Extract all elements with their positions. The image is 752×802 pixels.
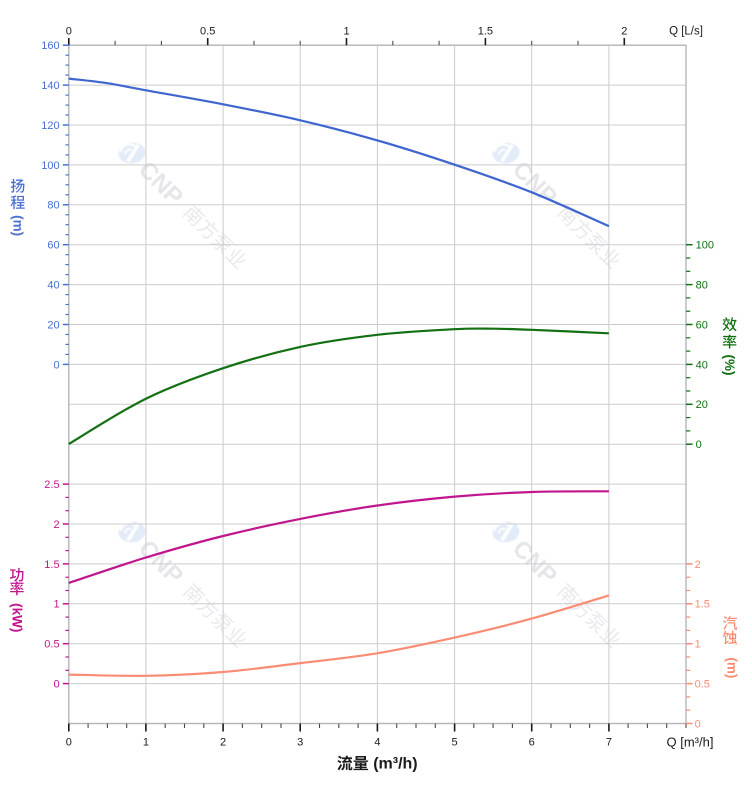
svg-text:0.5: 0.5: [44, 639, 59, 651]
svg-text:5: 5: [452, 737, 458, 749]
svg-text:60: 60: [696, 319, 708, 331]
svg-text:2: 2: [220, 737, 226, 749]
svg-text:0: 0: [53, 679, 59, 691]
svg-text:60: 60: [47, 240, 59, 252]
svg-text:(m): (m): [725, 657, 740, 678]
svg-text:2: 2: [53, 519, 59, 531]
svg-text:3: 3: [297, 737, 303, 749]
svg-text:6: 6: [529, 737, 535, 749]
svg-text:160: 160: [41, 40, 59, 52]
svg-text:100: 100: [696, 240, 714, 252]
svg-text:1: 1: [343, 26, 349, 38]
svg-text:2: 2: [621, 26, 627, 38]
svg-text:2.5: 2.5: [44, 479, 59, 491]
svg-text:(%): (%): [722, 355, 737, 376]
svg-text:140: 140: [41, 80, 59, 92]
svg-text:Q [L/s]: Q [L/s]: [669, 26, 703, 38]
svg-text:80: 80: [47, 200, 59, 212]
svg-text:40: 40: [47, 280, 59, 292]
svg-text:120: 120: [41, 120, 59, 132]
svg-text:7: 7: [606, 737, 612, 749]
svg-text:20: 20: [47, 319, 59, 331]
svg-text:2: 2: [695, 559, 701, 571]
svg-text:0: 0: [66, 737, 72, 749]
svg-text:20: 20: [696, 399, 708, 411]
svg-text:0.5: 0.5: [695, 679, 710, 691]
svg-text:1.5: 1.5: [695, 599, 710, 611]
svg-text:0.5: 0.5: [200, 26, 215, 38]
svg-text:Q [m³/h]: Q [m³/h]: [667, 734, 714, 749]
svg-text:(kW): (kW): [9, 603, 24, 632]
svg-text:4: 4: [374, 737, 380, 749]
svg-text:80: 80: [696, 280, 708, 292]
svg-text:(m³/h): (m³/h): [373, 756, 417, 773]
svg-text:(m): (m): [10, 215, 25, 236]
svg-text:100: 100: [41, 160, 59, 172]
svg-text:0: 0: [66, 26, 72, 38]
svg-text:1.5: 1.5: [478, 26, 493, 38]
svg-text:0: 0: [695, 718, 701, 730]
svg-text:1: 1: [695, 639, 701, 651]
svg-text:0: 0: [696, 439, 702, 451]
svg-text:0: 0: [53, 359, 59, 371]
svg-text:1: 1: [53, 599, 59, 611]
svg-text:1: 1: [143, 737, 149, 749]
svg-text:40: 40: [696, 359, 708, 371]
svg-text:1.5: 1.5: [44, 559, 59, 571]
